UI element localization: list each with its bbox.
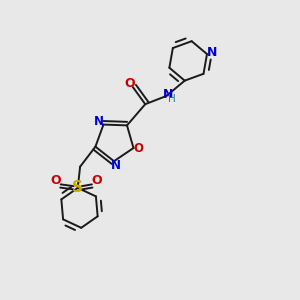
Text: O: O <box>133 142 143 155</box>
Text: N: N <box>207 46 217 59</box>
Text: H: H <box>168 94 176 104</box>
Text: O: O <box>91 174 102 187</box>
Text: S: S <box>72 180 83 195</box>
Text: N: N <box>110 159 120 172</box>
Text: O: O <box>124 77 135 90</box>
Text: N: N <box>162 88 173 101</box>
Text: O: O <box>51 174 61 187</box>
Text: N: N <box>94 116 104 128</box>
